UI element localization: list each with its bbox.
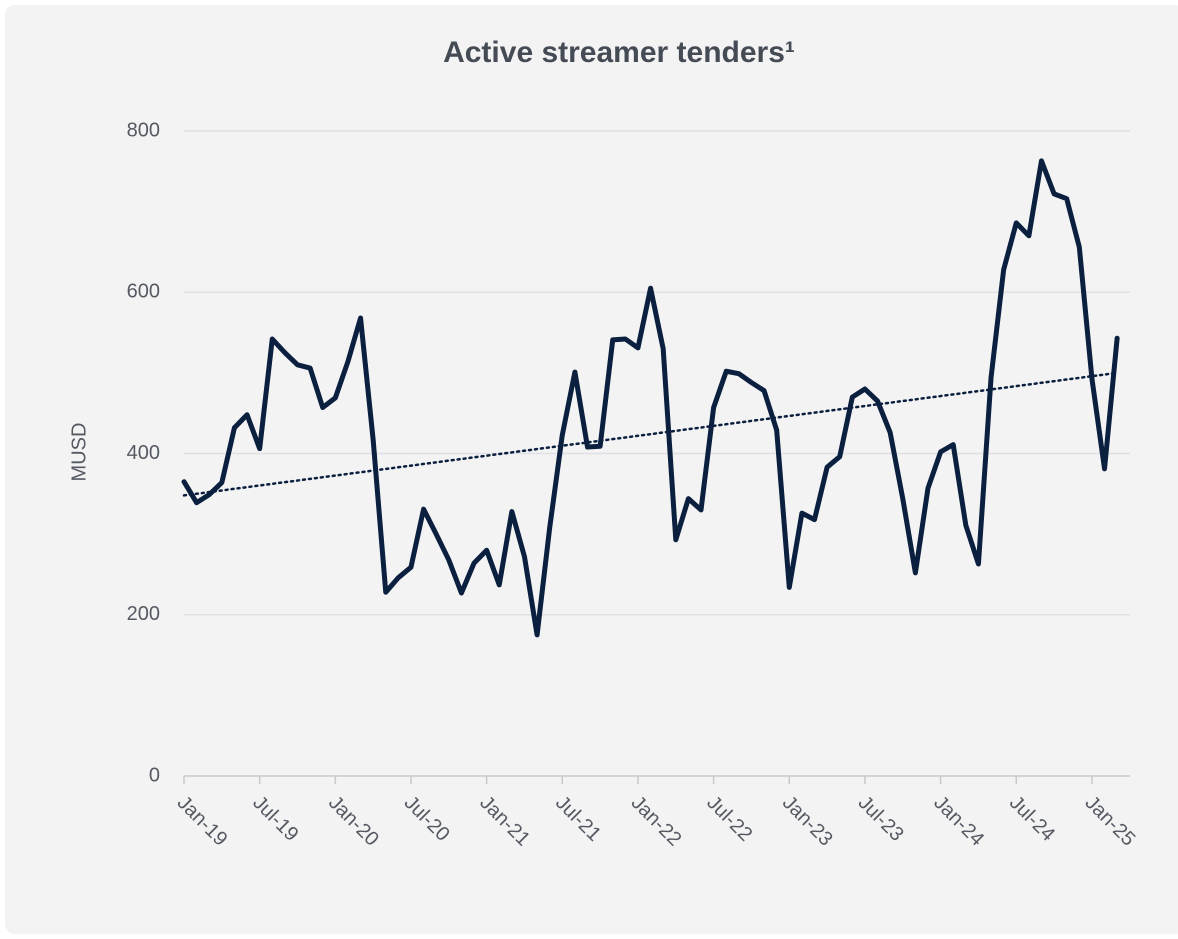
y-tick-label: 400	[127, 442, 160, 464]
chart-title: Active streamer tenders¹	[443, 36, 795, 69]
y-tick-label: 200	[127, 603, 160, 625]
y-tick-label: 600	[127, 281, 160, 303]
card-background	[5, 5, 1178, 934]
data-line	[181, 158, 1120, 638]
y-tick-label: 800	[127, 119, 160, 141]
trend-line	[182, 371, 1119, 497]
y-tick-label: 0	[149, 764, 160, 786]
y-axis-label: MUSD	[68, 423, 90, 482]
